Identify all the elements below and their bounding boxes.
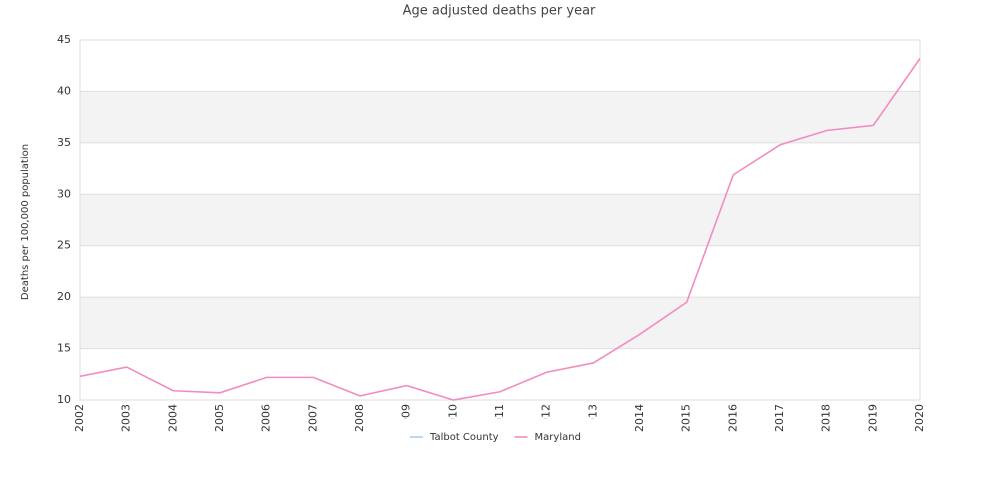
grid-band bbox=[80, 297, 920, 349]
x-tick-label: 2004 bbox=[166, 404, 179, 432]
grid-band bbox=[80, 91, 920, 143]
x-tick-label: 2014 bbox=[633, 404, 646, 432]
x-tick-label: 2016 bbox=[726, 404, 739, 432]
legend-label: Maryland bbox=[535, 432, 581, 443]
grid-band bbox=[80, 194, 920, 246]
plot-border bbox=[79, 39, 921, 401]
legend-background bbox=[395, 419, 605, 449]
series-line bbox=[79, 58, 921, 401]
x-tick-label: 2015 bbox=[680, 404, 693, 432]
x-tick-label: 2017 bbox=[773, 404, 786, 432]
chart-title: Age adjusted deaths per year bbox=[403, 4, 596, 19]
y-tick-label: 45 bbox=[57, 33, 71, 46]
x-tick-label: 2020 bbox=[913, 404, 926, 432]
y-tick-label: 40 bbox=[57, 84, 71, 97]
y-tick-label: 20 bbox=[57, 290, 71, 303]
x-tick-label: 2008 bbox=[353, 404, 366, 432]
y-axis-label: Deaths per 100,000 population bbox=[20, 144, 31, 300]
y-tick-label: 15 bbox=[57, 342, 71, 355]
legend-label: Talbot County bbox=[429, 432, 499, 443]
x-tick-label: 2007 bbox=[306, 404, 319, 432]
y-tick-label: 30 bbox=[57, 187, 71, 200]
x-tick-label: 2018 bbox=[820, 404, 833, 432]
x-tick-label: 2003 bbox=[120, 404, 133, 432]
x-tick-label: 2005 bbox=[213, 404, 226, 432]
y-tick-label: 25 bbox=[57, 239, 71, 252]
x-tick-label: 2006 bbox=[260, 404, 273, 432]
x-tick-label: 2002 bbox=[73, 404, 86, 432]
x-tick-label: 2019 bbox=[866, 404, 879, 432]
y-tick-label: 10 bbox=[57, 393, 71, 406]
y-tick-label: 35 bbox=[57, 136, 71, 149]
